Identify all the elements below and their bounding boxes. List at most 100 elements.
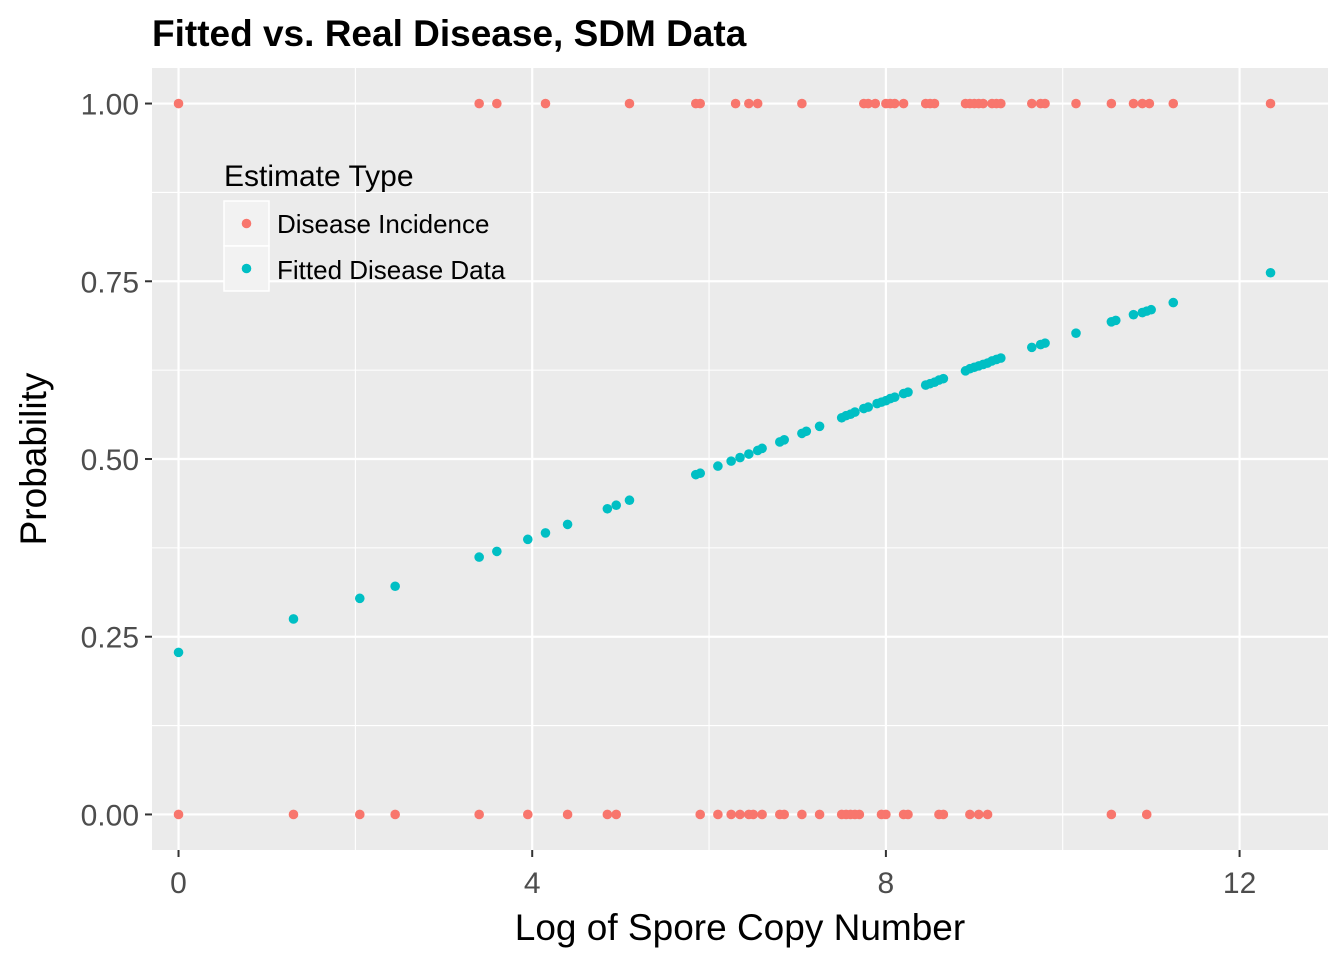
legend-label-fitted-disease-data: Fitted Disease Data xyxy=(277,255,506,285)
disease-incidence-point xyxy=(173,809,184,820)
disease-incidence-point xyxy=(1144,98,1155,109)
disease-incidence-point xyxy=(713,809,723,820)
disease-incidence-point xyxy=(474,98,484,109)
disease-incidence-point xyxy=(748,809,759,820)
disease-incidence-point xyxy=(973,809,984,820)
disease-incidence-point xyxy=(881,809,891,820)
fitted-disease-point xyxy=(695,468,706,479)
disease-incidence-point xyxy=(965,809,975,820)
disease-incidence-point xyxy=(354,809,365,820)
fitted-disease-point xyxy=(938,373,949,384)
disease-incidence-point xyxy=(982,809,993,820)
fitted-disease-point xyxy=(1110,315,1121,326)
fitted-disease-point xyxy=(863,402,874,412)
fitted-disease-point xyxy=(1071,328,1081,338)
fitted-disease-point xyxy=(744,449,754,459)
y-axis-title: Probability xyxy=(13,372,54,545)
disease-incidence-point xyxy=(752,98,763,109)
disease-incidence-point xyxy=(735,809,745,820)
x-axis-ticks: 0 4 8 12 xyxy=(170,850,1256,900)
disease-incidence-point xyxy=(1265,98,1276,109)
fitted-disease-point xyxy=(288,614,299,624)
disease-incidence-point xyxy=(602,809,613,820)
data-points xyxy=(173,98,1276,820)
y-axis-ticks: 0.00 0.25 0.50 0.75 1.00 xyxy=(81,89,152,832)
disease-incidence-point xyxy=(854,809,865,820)
disease-incidence-point xyxy=(744,98,754,109)
fitted-disease-point xyxy=(624,495,635,506)
fitted-disease-point xyxy=(757,443,767,454)
fitted-disease-point xyxy=(1168,297,1179,308)
disease-incidence-point xyxy=(898,98,909,109)
fitted-disease-point xyxy=(1128,309,1139,320)
x-tick-label: 8 xyxy=(878,867,895,900)
disease-incidence-point xyxy=(779,809,790,820)
fitted-disease-point xyxy=(492,546,502,557)
y-tick-label: 0.00 xyxy=(81,799,139,832)
disease-incidence-point xyxy=(797,98,807,109)
fitted-disease-point xyxy=(474,552,484,562)
disease-incidence-point xyxy=(611,809,622,820)
legend: Estimate Type Disease Incidence Fitted D… xyxy=(223,160,506,292)
fitted-disease-point xyxy=(801,426,812,437)
disease-incidence-point xyxy=(1040,98,1050,109)
disease-incidence-point xyxy=(889,98,900,109)
fitted-disease-point xyxy=(562,519,573,530)
disease-incidence-point xyxy=(978,98,988,109)
fitted-disease-point xyxy=(1146,304,1156,315)
disease-incidence-point xyxy=(929,98,940,109)
y-tick-label: 0.25 xyxy=(81,622,139,655)
disease-incidence-point xyxy=(757,809,767,820)
legend-label-disease-incidence: Disease Incidence xyxy=(277,209,489,239)
x-tick-label: 12 xyxy=(1223,867,1256,900)
disease-incidence-point xyxy=(474,809,484,820)
chart-title: Fitted vs. Real Disease, SDM Data xyxy=(152,13,747,54)
fitted-disease-point xyxy=(996,353,1006,363)
fitted-disease-point xyxy=(779,435,790,445)
disease-incidence-point xyxy=(1168,98,1179,109)
disease-incidence-point xyxy=(1106,98,1117,109)
disease-incidence-point xyxy=(1106,809,1117,820)
fitted-disease-point xyxy=(850,407,860,417)
fitted-disease-point xyxy=(713,461,723,471)
fitted-disease-point xyxy=(354,593,365,604)
fitted-disease-point xyxy=(726,456,736,466)
disease-incidence-point xyxy=(1026,98,1037,109)
disease-incidence-point xyxy=(814,809,825,820)
disease-incidence-point xyxy=(903,809,913,820)
fitted-disease-point xyxy=(173,647,184,658)
disease-incidence-point xyxy=(1141,809,1152,820)
disease-incidence-point xyxy=(522,809,533,820)
fitted-disease-point xyxy=(889,392,900,402)
disease-incidence-point xyxy=(870,98,881,109)
fitted-disease-point xyxy=(390,581,400,592)
fitted-disease-point xyxy=(611,500,622,511)
legend-key-fitted-disease-data xyxy=(241,263,252,274)
disease-incidence-point xyxy=(1137,98,1148,109)
disease-incidence-point xyxy=(996,98,1006,109)
disease-incidence-point xyxy=(938,809,949,820)
disease-incidence-point xyxy=(726,809,736,820)
x-axis-title: Log of Spore Copy Number xyxy=(515,907,965,948)
legend-title: Estimate Type xyxy=(224,160,414,193)
disease-incidence-point xyxy=(492,98,502,109)
fitted-disease-point xyxy=(735,452,745,463)
disease-incidence-point xyxy=(1071,98,1081,109)
disease-incidence-point xyxy=(695,98,706,109)
x-tick-label: 0 xyxy=(170,867,187,900)
fitted-disease-point xyxy=(1026,342,1037,353)
disease-incidence-point xyxy=(797,809,807,820)
disease-incidence-point xyxy=(730,98,741,109)
fitted-disease-point xyxy=(1040,338,1050,348)
fitted-disease-point xyxy=(540,528,551,538)
fitted-disease-point xyxy=(602,503,613,514)
y-tick-label: 0.50 xyxy=(81,444,139,477)
disease-incidence-point xyxy=(863,98,874,109)
fitted-disease-point xyxy=(1265,267,1276,278)
fitted-disease-point xyxy=(814,421,825,432)
x-tick-label: 4 xyxy=(524,867,541,900)
fitted-disease-point xyxy=(522,534,533,545)
legend-key-disease-incidence xyxy=(241,218,252,229)
y-tick-label: 0.75 xyxy=(81,266,139,299)
disease-incidence-point xyxy=(173,98,184,109)
